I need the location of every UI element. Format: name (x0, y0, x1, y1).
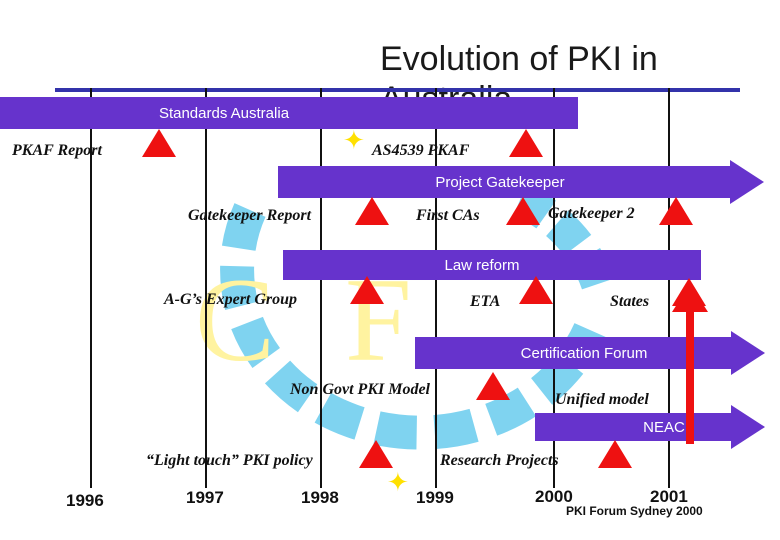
gridline-2000 (553, 88, 555, 488)
label-states: States (610, 293, 650, 310)
label-gatekeeper-report: Gatekeeper Report (188, 207, 312, 224)
label-as4539-pkaf: AS4539 PKAF (372, 142, 470, 159)
milestone-triangle-first-cas (506, 197, 540, 225)
watermark-letter-c: C (195, 253, 275, 386)
year-label: 1997 (186, 488, 224, 507)
star-icon: ✦ (387, 468, 409, 498)
gridline-1998 (320, 88, 322, 488)
bar-label: Project Gatekeeper (435, 173, 565, 191)
gridline-1996 (90, 88, 92, 488)
milestone-triangle-states (672, 278, 706, 306)
milestone-triangle-gatekeeper-2 (659, 197, 693, 225)
year-label: 2001 (650, 487, 688, 506)
label-unified-model: Unified model (555, 391, 649, 408)
arrowhead-icon (730, 160, 764, 204)
bar-standards-australia: Standards Australia (0, 97, 578, 129)
label-first-cas: First CAs (416, 207, 480, 224)
bar-label: Standards Australia (158, 104, 290, 122)
bar-neac: NEAC (535, 413, 733, 441)
year-label: 1999 (416, 488, 454, 507)
milestone-triangle-gatekeeper-report (355, 197, 389, 225)
footer-text: PKI Forum Sydney 2000 (566, 504, 703, 518)
year-label: 1998 (301, 488, 339, 507)
label-ag-expert-group: A-G’s Expert Group (164, 291, 298, 308)
page-title: Evolution of PKI in (380, 40, 658, 78)
watermark-letters: C F (195, 253, 412, 386)
gridline-1999 (435, 88, 437, 488)
bar-certification-forum: Certification Forum (415, 337, 733, 369)
arrow-up-icon (672, 284, 708, 444)
arrowhead-icon (731, 405, 765, 449)
year-label: 2000 (535, 487, 573, 506)
label-gatekeeper-2: Gatekeeper 2 (548, 205, 635, 222)
milestone-triangle-ag-expert-group (350, 276, 384, 304)
milestone-triangle-eta (519, 276, 553, 304)
gridline-2001 (668, 88, 670, 488)
milestone-triangle-research-projects (598, 440, 632, 468)
year-label: 1996 (66, 491, 104, 510)
star-icon: ✦ (343, 126, 365, 156)
bar-label: Law reform (444, 256, 520, 274)
label-eta: ETA (470, 293, 501, 310)
milestone-triangle-pkaf-report (142, 129, 176, 157)
title-rule (55, 88, 740, 92)
milestone-triangle-as4539 (509, 129, 543, 157)
bar-label: NEAC (643, 418, 685, 436)
label-light-touch-policy: “Light touch” PKI policy (146, 452, 313, 469)
gridline-1997 (205, 88, 207, 488)
label-pkaf-report: PKAF Report (12, 142, 102, 159)
bar-law-reform: Law reform (283, 250, 701, 280)
bar-project-gatekeeper: Project Gatekeeper (278, 166, 732, 198)
bar-label: Certification Forum (520, 344, 648, 362)
label-non-govt-pki-model: Non Govt PKI Model (290, 381, 430, 398)
milestone-triangle-light-touch (359, 440, 393, 468)
milestone-triangle-non-govt-pki (476, 372, 510, 400)
arrowhead-icon (731, 331, 765, 375)
label-research-projects: Research Projects (440, 452, 559, 469)
